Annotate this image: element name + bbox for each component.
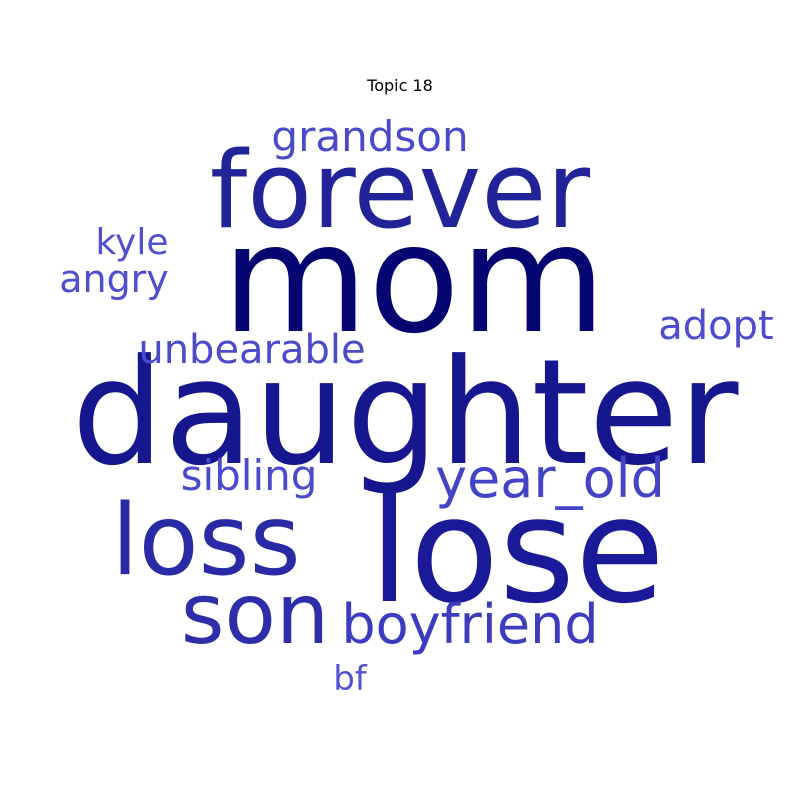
word-unbearable: unbearable: [138, 327, 366, 373]
word-bf: bf: [333, 659, 367, 699]
chart-title: Topic 18: [367, 76, 433, 95]
word-kyle: kyle: [95, 222, 169, 263]
word-boyfriend: boyfriend: [341, 593, 599, 656]
word-adopt: adopt: [658, 303, 774, 349]
word-year-old: year_old: [435, 447, 665, 510]
word-grandson: grandson: [271, 112, 469, 161]
word-loss: loss: [111, 484, 301, 598]
word-forever: forever: [209, 129, 591, 252]
word-mom: mom: [221, 193, 607, 367]
word-daughter: daughter: [71, 328, 739, 498]
word-lose: lose: [369, 466, 665, 636]
word-son: son: [180, 565, 330, 663]
word-angry: angry: [59, 257, 169, 301]
word-sibling: sibling: [180, 451, 318, 500]
